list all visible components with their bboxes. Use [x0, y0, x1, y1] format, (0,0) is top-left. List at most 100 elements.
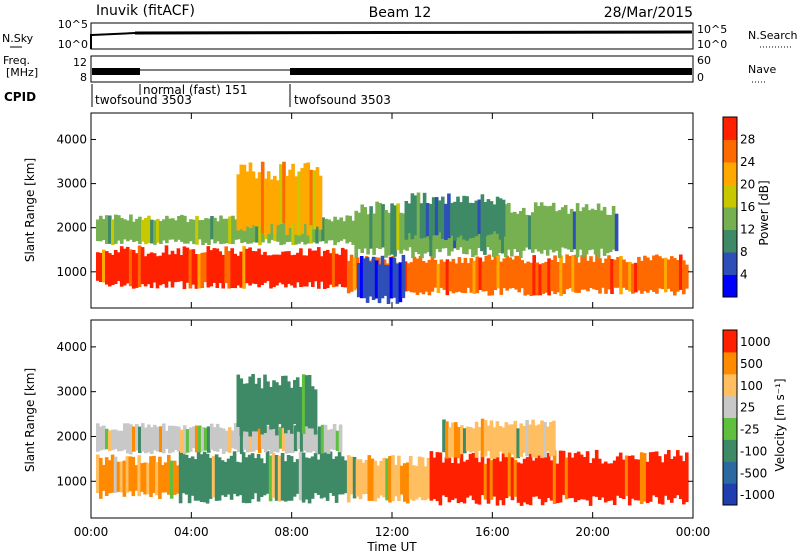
echo-cell — [501, 199, 506, 237]
echo-cell — [113, 250, 118, 284]
station-title: Inuvik (fitACF) — [96, 3, 195, 19]
echo-band — [236, 374, 318, 437]
echo-cell — [430, 256, 435, 292]
echo-cell — [552, 420, 556, 456]
echo-cell — [299, 248, 303, 287]
nave-tick-bottom: 0 — [697, 71, 704, 84]
echo-cell — [312, 218, 316, 243]
echo-cell — [305, 424, 310, 453]
echo-cell — [397, 455, 401, 501]
echo-cell — [412, 256, 417, 293]
echo-cell — [685, 452, 689, 503]
echo-cell — [202, 451, 207, 503]
velocity-bands — [96, 374, 689, 506]
echo-cell — [546, 426, 550, 452]
colorbar-tick-label: 12 — [740, 223, 755, 237]
echo-cell — [540, 420, 544, 459]
echo-cell — [333, 216, 337, 246]
echo-cell — [319, 453, 324, 499]
echo-cell — [196, 450, 201, 501]
echo-cell — [474, 451, 479, 504]
echo-cell — [649, 260, 653, 291]
echo-cell — [442, 261, 447, 290]
echo-cell — [432, 457, 437, 500]
x-tick-label: 00:00 — [676, 525, 711, 539]
freq-unit: [MHz] — [6, 66, 38, 79]
echo-cell — [328, 253, 333, 285]
echo-cell — [272, 380, 276, 429]
echo-cell — [126, 423, 130, 454]
echo-band — [96, 454, 180, 499]
echo-cell — [478, 257, 483, 290]
echo-cell — [531, 212, 535, 253]
echo-cell — [441, 462, 446, 496]
echo-cell — [254, 251, 258, 284]
echo-cell — [306, 162, 311, 236]
echo-cell — [492, 427, 497, 459]
echo-cell — [105, 251, 109, 285]
x-tick-label: 12:00 — [375, 525, 410, 539]
echo-cell — [254, 178, 259, 227]
echo-cell — [198, 220, 202, 240]
echo-cell — [566, 213, 571, 250]
echo-cell — [193, 459, 198, 501]
echo-cell — [247, 454, 252, 504]
echo-cell — [287, 381, 291, 430]
echo-cell — [260, 423, 265, 450]
echo-cell — [107, 460, 112, 494]
echo-cell — [113, 456, 118, 493]
echo-cell — [468, 202, 472, 239]
nsky-trace — [91, 32, 136, 36]
echo-cell — [242, 164, 247, 231]
echo-cell — [642, 453, 647, 502]
nsearch-tick-top: 10^5 — [697, 23, 727, 36]
echo-cell — [568, 256, 572, 289]
echo-cell — [216, 221, 220, 242]
echo-cell — [372, 213, 376, 255]
echo-cell — [188, 249, 193, 289]
echo-cell — [550, 259, 554, 292]
echo-cell — [549, 460, 554, 501]
echo-cell — [517, 255, 521, 293]
echo-cell — [516, 462, 521, 503]
echo-cell — [481, 261, 486, 292]
echo-cell — [155, 462, 159, 496]
echo-cell — [164, 245, 169, 288]
echo-cell — [224, 430, 229, 452]
echo-cell — [287, 427, 292, 454]
cpid-segment-3: twofsound 3503 — [294, 93, 391, 107]
echo-cell — [266, 381, 270, 425]
echo-cell — [355, 459, 360, 497]
echo-cell — [168, 425, 172, 454]
echo-cell — [174, 426, 178, 450]
colorbar-segment — [723, 483, 737, 506]
echo-cell — [253, 458, 258, 494]
echo-cell — [492, 213, 496, 257]
echo-cell — [204, 218, 208, 243]
colorbar-segment — [723, 252, 737, 275]
echo-cell — [670, 459, 674, 503]
echo-cell — [256, 453, 261, 502]
echo-cell — [483, 463, 488, 500]
echo-cell — [96, 252, 100, 281]
y-tick-label: 1000 — [56, 265, 87, 279]
nsky-frame — [90, 22, 694, 50]
echo-cell — [492, 204, 497, 232]
echo-cell — [379, 460, 383, 496]
echo-cell — [537, 424, 541, 456]
echo-cell — [141, 219, 145, 242]
echo-cell — [369, 206, 373, 249]
echo-cell — [596, 203, 601, 259]
colorbar-tick-label: 8 — [740, 245, 748, 259]
echo-cell — [108, 253, 112, 287]
echo-cell — [283, 461, 288, 502]
echo-cell — [519, 423, 523, 457]
echo-cell — [195, 215, 199, 245]
echo-cell — [159, 221, 163, 244]
echo-cell — [489, 460, 494, 500]
echo-cell — [514, 255, 518, 290]
echo-cell — [220, 460, 225, 496]
echo-cell — [270, 179, 274, 225]
colorbar-segment — [723, 139, 737, 163]
velocity-y-ticks: 1000 2000 3000 4000 — [56, 340, 693, 488]
